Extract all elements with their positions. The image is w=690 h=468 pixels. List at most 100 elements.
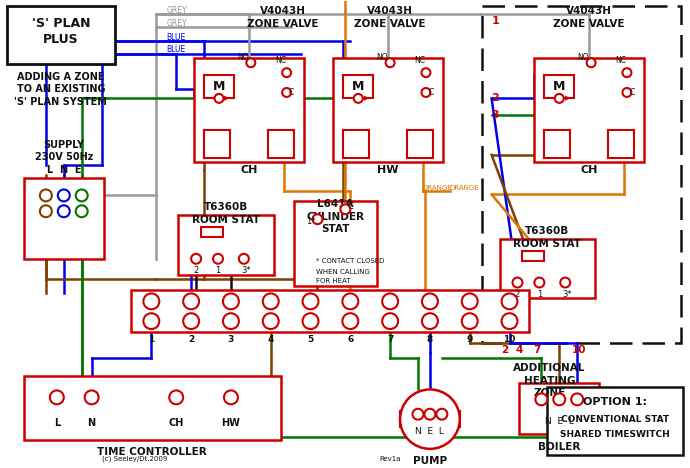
Text: ▶: ▶ <box>224 95 230 102</box>
Circle shape <box>40 205 52 217</box>
Circle shape <box>502 313 518 329</box>
Circle shape <box>462 293 477 309</box>
Bar <box>500 239 595 299</box>
Circle shape <box>303 293 319 309</box>
Bar <box>544 75 574 98</box>
Bar <box>294 201 377 285</box>
Bar <box>400 411 410 427</box>
Text: ADDING A ZONE: ADDING A ZONE <box>17 72 105 81</box>
Text: M: M <box>352 80 364 93</box>
Circle shape <box>386 58 395 67</box>
Text: 4: 4 <box>516 345 523 355</box>
Bar <box>24 376 281 440</box>
Circle shape <box>534 278 544 287</box>
Text: N  E  L: N E L <box>415 426 444 436</box>
Text: CH: CH <box>240 165 257 175</box>
Text: HEATING: HEATING <box>524 375 575 386</box>
Text: 3: 3 <box>491 110 500 120</box>
Text: 5: 5 <box>308 336 314 344</box>
Text: ZONE: ZONE <box>533 388 565 398</box>
Text: ▶: ▶ <box>364 95 369 102</box>
Circle shape <box>422 313 438 329</box>
Bar <box>520 382 599 434</box>
Text: NO: NO <box>376 53 388 62</box>
Text: 1: 1 <box>215 266 221 275</box>
Text: CONVENTIONAL STAT: CONVENTIONAL STAT <box>561 415 669 424</box>
Bar <box>522 251 544 261</box>
Text: ORANGE: ORANGE <box>450 184 480 190</box>
Text: C: C <box>347 202 353 211</box>
Text: BLUE: BLUE <box>166 33 186 42</box>
Text: V4043H: V4043H <box>566 6 612 16</box>
Text: M: M <box>213 80 225 93</box>
Text: GREY: GREY <box>166 6 187 15</box>
Bar <box>333 58 443 162</box>
Circle shape <box>215 94 224 103</box>
Circle shape <box>340 205 351 214</box>
Text: NO: NO <box>237 53 248 62</box>
Bar <box>344 75 373 98</box>
Circle shape <box>183 293 199 309</box>
Text: OPTION 1:: OPTION 1: <box>583 397 647 407</box>
Circle shape <box>282 88 291 97</box>
Bar <box>608 130 634 158</box>
Circle shape <box>422 293 438 309</box>
Bar <box>201 227 223 237</box>
Text: 1: 1 <box>537 290 542 299</box>
Circle shape <box>513 278 522 287</box>
Text: NO: NO <box>578 53 589 62</box>
Circle shape <box>191 254 201 264</box>
Text: 1: 1 <box>148 336 155 344</box>
Circle shape <box>382 313 398 329</box>
Circle shape <box>436 409 447 420</box>
Text: 2: 2 <box>491 94 500 103</box>
Text: NC: NC <box>415 56 426 66</box>
Bar <box>544 130 570 158</box>
Text: SHARED TIMESWITCH: SHARED TIMESWITCH <box>560 431 670 439</box>
Text: V4043H: V4043H <box>367 6 413 16</box>
Text: SUPPLY: SUPPLY <box>43 140 84 150</box>
Text: STAT: STAT <box>321 224 350 234</box>
Text: C: C <box>289 88 294 97</box>
Text: BLUE: BLUE <box>166 45 186 54</box>
Text: 9: 9 <box>466 336 473 344</box>
Text: 230V 50Hz: 230V 50Hz <box>34 152 93 162</box>
Bar <box>450 411 460 427</box>
Circle shape <box>239 254 249 264</box>
Circle shape <box>553 394 565 405</box>
Text: 10: 10 <box>572 345 586 355</box>
Text: CH: CH <box>168 418 184 428</box>
Bar <box>344 130 369 158</box>
Circle shape <box>263 313 279 329</box>
Bar <box>194 58 304 162</box>
Text: (c) Seeley/Dt.2009: (c) Seeley/Dt.2009 <box>101 455 167 462</box>
Text: 6: 6 <box>347 336 353 344</box>
Text: TO AN EXISTING: TO AN EXISTING <box>17 85 105 95</box>
Text: 2: 2 <box>501 345 508 355</box>
Circle shape <box>400 389 460 449</box>
Text: 2: 2 <box>193 266 199 275</box>
Text: HW: HW <box>377 165 399 175</box>
Circle shape <box>50 390 63 404</box>
Text: BOILER: BOILER <box>538 442 580 452</box>
Text: V4043H: V4043H <box>259 6 306 16</box>
Circle shape <box>223 293 239 309</box>
Circle shape <box>58 190 70 201</box>
Text: HW: HW <box>221 418 240 428</box>
Bar <box>547 388 682 455</box>
Circle shape <box>422 68 431 77</box>
Bar <box>482 7 680 343</box>
Circle shape <box>313 214 322 224</box>
Circle shape <box>263 293 279 309</box>
Text: 4: 4 <box>268 336 274 344</box>
Bar <box>268 130 294 158</box>
Text: Rev1a: Rev1a <box>380 456 401 462</box>
Circle shape <box>144 313 159 329</box>
Text: ORANGE: ORANGE <box>423 184 453 190</box>
Text: 8: 8 <box>427 336 433 344</box>
Text: T6360B: T6360B <box>204 202 248 212</box>
Text: 1*: 1* <box>306 217 315 226</box>
Bar <box>24 177 104 259</box>
Text: 1: 1 <box>491 16 500 26</box>
Text: L  N  E: L N E <box>46 165 81 175</box>
